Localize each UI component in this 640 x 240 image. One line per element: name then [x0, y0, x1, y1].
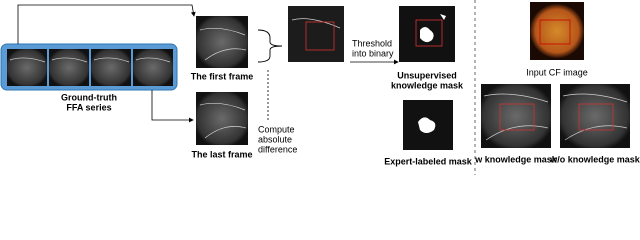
brace	[257, 29, 283, 63]
roi-box	[415, 19, 443, 47]
roi-box	[578, 103, 614, 131]
series-label: FFA series	[66, 102, 111, 112]
without-mask-image	[560, 84, 630, 148]
first-frame-label: The first frame	[191, 71, 254, 81]
threshold-label: Threshold	[352, 38, 392, 48]
roi-box	[499, 103, 535, 131]
cf-label: Input CF image	[526, 67, 588, 77]
difference-label: absolute	[258, 134, 292, 144]
ffa-series-images	[7, 49, 173, 86]
last-frame-label: The last frame	[191, 149, 252, 159]
vessels	[562, 93, 628, 141]
mask-blobs	[420, 14, 446, 43]
vessels	[291, 18, 341, 29]
expert-mask-label: Expert-labeled mask	[384, 156, 473, 166]
arrow	[151, 90, 194, 123]
roi-box	[305, 21, 335, 51]
mask-blobs	[418, 117, 436, 133]
cf-fundus	[530, 4, 584, 58]
diagram: Ground-truth FFA series The first frame …	[0, 0, 640, 175]
unsupervised-mask-label: knowledge mask	[391, 80, 464, 90]
arrow	[17, 4, 196, 44]
without-mask-label: w/o knowledge mask	[549, 154, 640, 164]
vessels	[199, 28, 247, 61]
with-mask-label: w knowledge mask	[474, 154, 558, 164]
roi-box	[539, 19, 571, 45]
difference-label: difference	[258, 144, 297, 154]
vessels	[483, 93, 549, 141]
vessels	[199, 103, 247, 139]
unsupervised-mask-label: Unsupervised	[397, 70, 457, 80]
threshold-label: into binary	[352, 48, 394, 58]
last-frame-image	[196, 92, 248, 145]
difference-image	[288, 6, 344, 62]
series-label: Ground-truth	[61, 92, 117, 102]
first-frame-image	[196, 16, 248, 68]
with-mask-image	[481, 84, 551, 148]
difference-label: Compute	[258, 124, 295, 134]
